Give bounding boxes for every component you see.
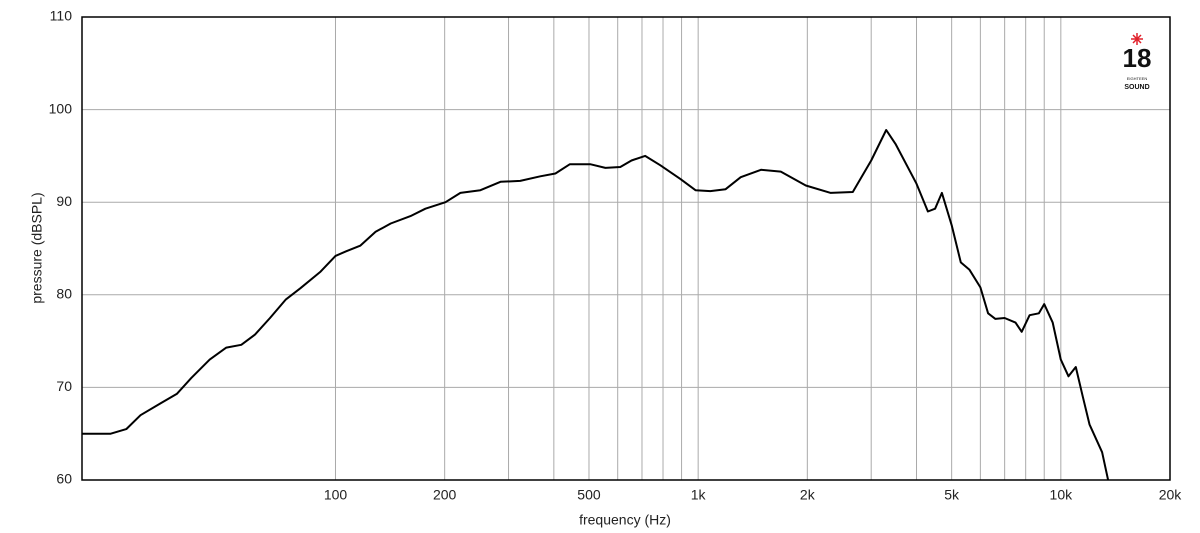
plot-frame [81, 16, 1171, 481]
x-tick-label: 1k [691, 487, 707, 503]
x-axis-label: frequency (Hz) [579, 512, 671, 528]
logo-text: 18 [1123, 43, 1152, 73]
y-tick-label: 90 [56, 193, 72, 209]
y-axis-label: pressure (dBSPL) [29, 192, 45, 303]
response-curve [82, 129, 1110, 480]
logo-subtext: EIGHTEEN [1127, 76, 1148, 81]
logo-star [1131, 33, 1143, 45]
x-tick-label: 200 [433, 487, 457, 503]
y-tick-label: 70 [56, 378, 72, 394]
x-tick-label: 5k [944, 487, 960, 503]
y-tick-label: 100 [49, 100, 73, 116]
y-tick-label: 110 [50, 8, 73, 24]
x-tick-label: 500 [577, 487, 601, 503]
x-tick-label: 2k [800, 487, 816, 503]
y-tick-label: 60 [56, 471, 72, 487]
logo-subtext: SOUND [1124, 84, 1149, 91]
x-tick-label: 20k [1159, 487, 1183, 503]
x-tick-label: 10k [1050, 487, 1074, 503]
y-tick-label: 80 [56, 286, 72, 302]
logo: 18 EIGHTEEN SOUND [1123, 33, 1152, 91]
x-tick-label: 100 [324, 487, 348, 503]
